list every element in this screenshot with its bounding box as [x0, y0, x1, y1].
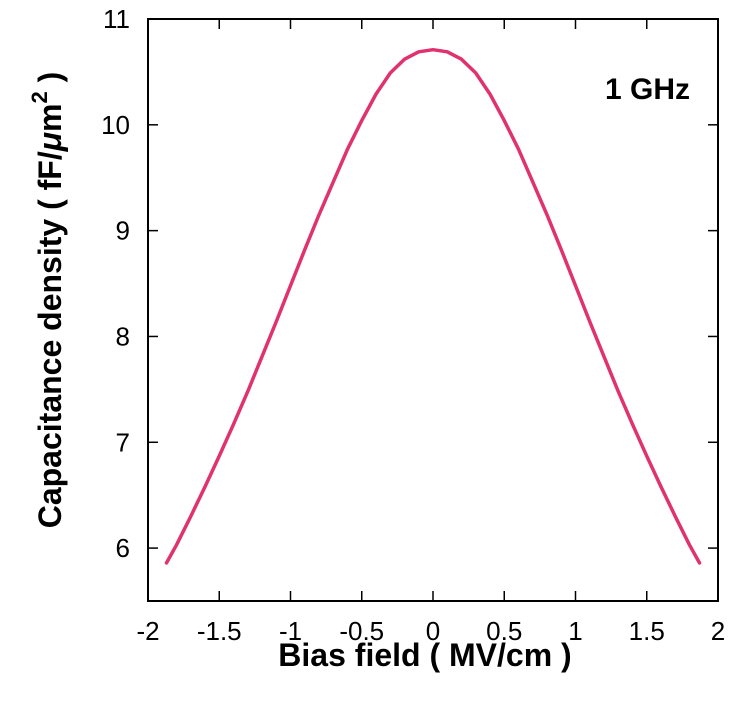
y-axis-title-suffix: ): [32, 72, 68, 92]
x-tick-label: -2: [136, 616, 159, 646]
y-tick-label: 8: [116, 321, 130, 351]
x-tick-label: -1: [279, 616, 302, 646]
capacitance-density-curve: [164, 47, 702, 565]
x-tick-label: 2: [711, 616, 725, 646]
y-axis-ticks: 6 7 8 9 10 11: [101, 4, 718, 563]
y-tick-label: 7: [116, 427, 130, 457]
x-tick-label: 1: [568, 616, 582, 646]
y-tick-label: 11: [103, 4, 130, 34]
x-axis-ticks: -2 -1.5 -1 -0.5 0 0.5 1 1.5 2: [136, 19, 725, 646]
x-tick-label: -0.5: [339, 616, 384, 646]
plot-area-frame: [147, 18, 719, 602]
y-axis-title-prefix: Capacitance density ( fF/: [32, 151, 68, 528]
y-tick-label: 10: [101, 110, 130, 140]
y-tick-label: 9: [116, 216, 130, 246]
frequency-annotation: 1 GHz: [605, 73, 690, 106]
y-axis-title-superscript: 2: [27, 91, 52, 103]
x-tick-label: 0.5: [486, 616, 522, 646]
x-tick-label: 0: [426, 616, 440, 646]
x-tick-label: 1.5: [629, 616, 665, 646]
x-axis-title: Bias field ( MV/cm ): [278, 637, 571, 673]
y-axis-title: Capacitance density ( fF/μm2 ): [27, 72, 68, 529]
y-tick-label: 6: [116, 533, 130, 563]
y-axis-title-mu: μ: [32, 132, 68, 152]
y-axis-title-unit: m: [32, 104, 68, 132]
x-tick-label: -1.5: [197, 616, 242, 646]
